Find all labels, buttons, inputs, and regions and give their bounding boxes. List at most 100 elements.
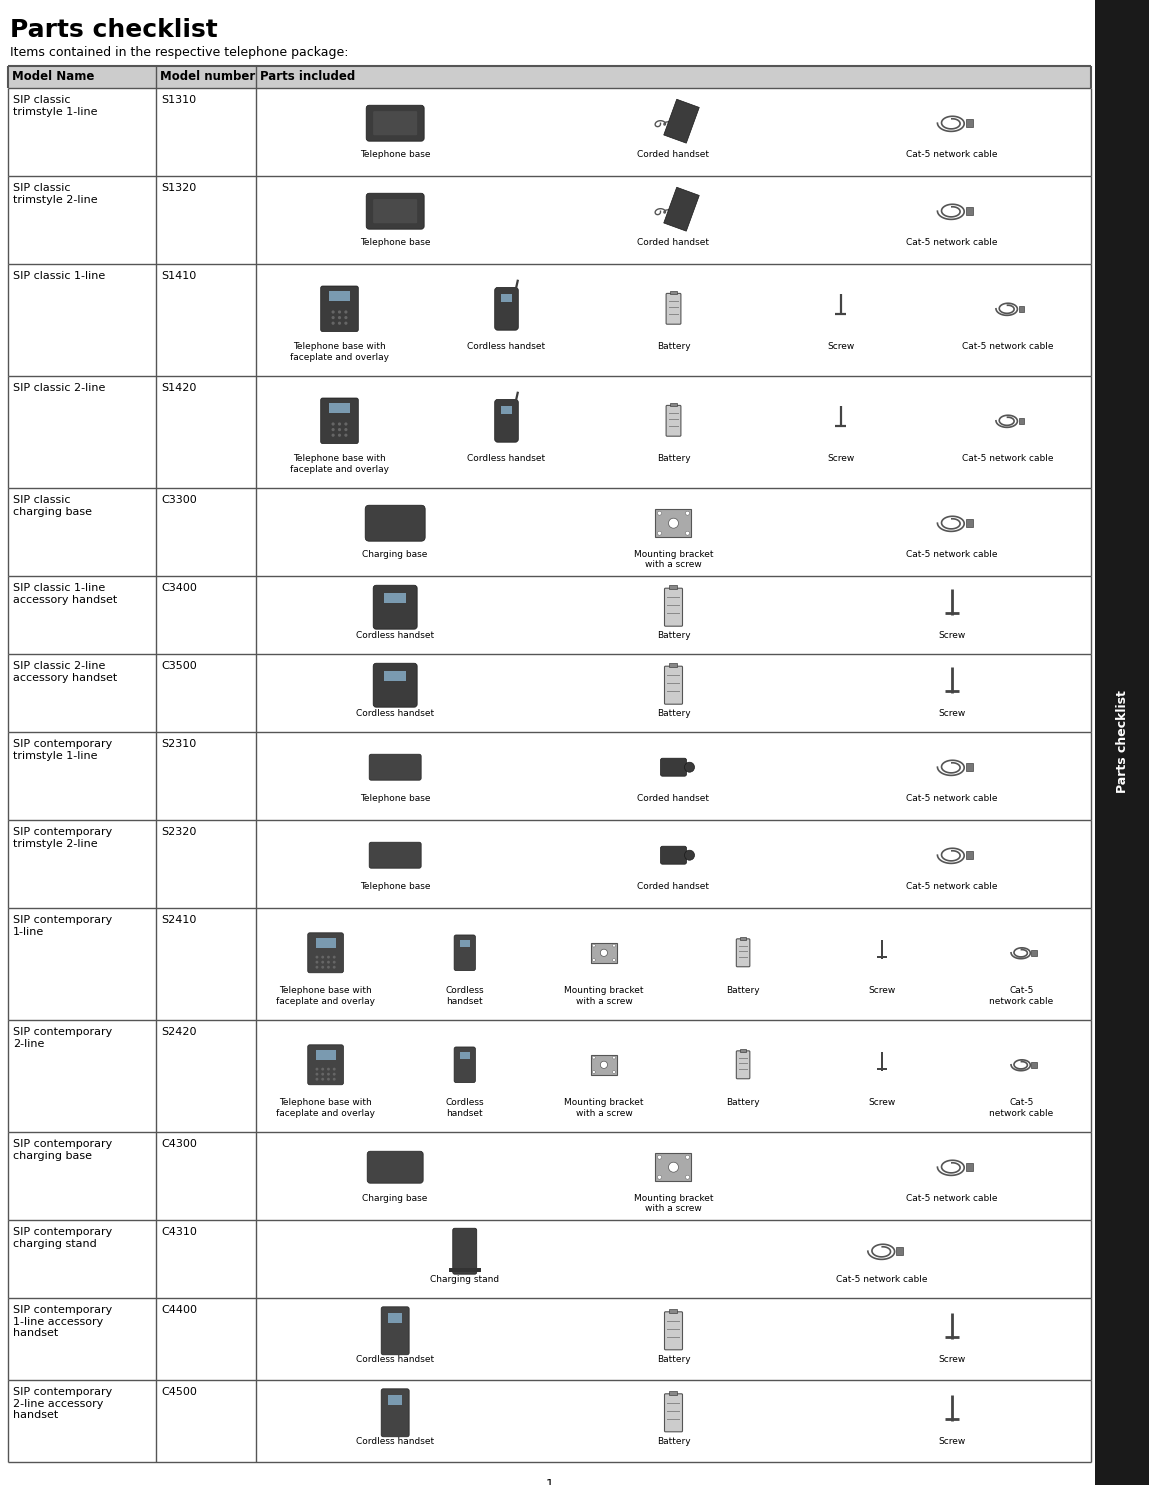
Circle shape	[322, 965, 324, 968]
FancyBboxPatch shape	[368, 1151, 423, 1184]
Circle shape	[322, 1068, 324, 1071]
FancyBboxPatch shape	[381, 1307, 409, 1354]
Text: SIP contemporary
1-line accessory
handset: SIP contemporary 1-line accessory handse…	[13, 1305, 113, 1338]
Text: Charging base: Charging base	[362, 549, 427, 558]
Text: Screw: Screw	[827, 343, 854, 352]
Text: Cat-5 network cable: Cat-5 network cable	[962, 343, 1054, 352]
Text: SIP contemporary
trimstyle 1-line: SIP contemporary trimstyle 1-line	[13, 740, 113, 760]
Circle shape	[316, 965, 318, 968]
Text: Mounting bracket
with a screw: Mounting bracket with a screw	[634, 549, 714, 569]
Text: C4310: C4310	[161, 1227, 196, 1237]
FancyBboxPatch shape	[661, 846, 686, 864]
Bar	[384, 593, 406, 603]
Polygon shape	[664, 187, 700, 232]
Bar	[8, 1221, 1092, 1298]
Circle shape	[593, 1056, 595, 1059]
Circle shape	[332, 428, 334, 431]
Bar	[316, 937, 336, 947]
Text: SIP classic 2-line: SIP classic 2-line	[13, 383, 106, 394]
Text: SIP classic
trimstyle 1-line: SIP classic trimstyle 1-line	[13, 95, 98, 117]
FancyBboxPatch shape	[369, 842, 422, 869]
Bar	[8, 576, 1092, 653]
Text: SIP contemporary
charging base: SIP contemporary charging base	[13, 1139, 113, 1161]
Text: S2420: S2420	[161, 1028, 196, 1037]
Text: Screw: Screw	[939, 631, 965, 640]
Text: Cat-5 network cable: Cat-5 network cable	[907, 238, 997, 247]
Bar	[670, 291, 677, 294]
Circle shape	[316, 1072, 318, 1075]
Text: Telephone base with
faceplate and overlay: Telephone base with faceplate and overla…	[290, 343, 390, 362]
Text: S1410: S1410	[161, 270, 196, 281]
Bar	[449, 1268, 480, 1273]
Bar	[329, 404, 350, 413]
Text: C4500: C4500	[161, 1387, 196, 1397]
Bar	[591, 1054, 617, 1075]
Circle shape	[657, 511, 662, 515]
Text: S1320: S1320	[161, 183, 196, 193]
Circle shape	[322, 956, 324, 958]
Text: Cat-5 network cable: Cat-5 network cable	[836, 1274, 928, 1283]
Circle shape	[338, 434, 341, 437]
Ellipse shape	[685, 762, 694, 772]
Text: Battery: Battery	[657, 631, 691, 640]
Circle shape	[593, 958, 595, 961]
Bar	[384, 671, 406, 682]
Circle shape	[612, 1056, 616, 1059]
FancyBboxPatch shape	[373, 199, 417, 223]
Circle shape	[345, 428, 347, 431]
Text: Screw: Screw	[869, 986, 896, 995]
FancyBboxPatch shape	[321, 398, 358, 444]
Text: Cordless handset: Cordless handset	[468, 343, 546, 352]
Bar	[591, 943, 617, 962]
FancyBboxPatch shape	[367, 193, 424, 229]
Text: Corded handset: Corded handset	[638, 238, 709, 247]
Bar	[670, 585, 678, 590]
Text: Cordless handset: Cordless handset	[356, 1437, 434, 1446]
Circle shape	[593, 1071, 595, 1074]
Bar	[460, 940, 470, 947]
Text: SIP classic
trimstyle 2-line: SIP classic trimstyle 2-line	[13, 183, 98, 205]
Circle shape	[332, 310, 334, 313]
Bar	[966, 851, 973, 860]
Text: Battery: Battery	[657, 454, 691, 463]
Circle shape	[600, 1062, 608, 1068]
FancyBboxPatch shape	[666, 405, 681, 437]
Circle shape	[345, 316, 347, 319]
Text: Model Name: Model Name	[11, 70, 94, 83]
Circle shape	[669, 518, 679, 529]
Circle shape	[338, 428, 341, 431]
Text: Cat-5 network cable: Cat-5 network cable	[962, 454, 1054, 463]
Text: Cat-5
network cable: Cat-5 network cable	[989, 986, 1054, 1005]
Ellipse shape	[685, 851, 694, 860]
Bar	[8, 376, 1092, 489]
Circle shape	[327, 1068, 330, 1071]
Text: SIP classic 2-line
accessory handset: SIP classic 2-line accessory handset	[13, 661, 117, 683]
Text: Cat-5 network cable: Cat-5 network cable	[907, 793, 997, 802]
Text: Telephone base: Telephone base	[360, 882, 431, 891]
Text: Screw: Screw	[939, 708, 965, 717]
Circle shape	[316, 961, 318, 964]
Text: Charging stand: Charging stand	[430, 1274, 500, 1283]
Text: Screw: Screw	[827, 454, 854, 463]
Text: C3300: C3300	[161, 495, 196, 505]
Text: SIP contemporary
2-line accessory
handset: SIP contemporary 2-line accessory handse…	[13, 1387, 113, 1420]
Circle shape	[333, 965, 336, 968]
Circle shape	[327, 956, 330, 958]
Bar	[8, 65, 1092, 88]
Circle shape	[322, 1078, 324, 1081]
Circle shape	[338, 322, 341, 325]
Text: Mounting bracket
with a screw: Mounting bracket with a screw	[634, 1194, 714, 1213]
Circle shape	[686, 1175, 689, 1179]
Circle shape	[612, 1071, 616, 1074]
Bar	[1095, 0, 1149, 1485]
Bar	[8, 1298, 1092, 1380]
Circle shape	[612, 958, 616, 961]
Text: 1: 1	[546, 1478, 554, 1485]
Text: Telephone base with
faceplate and overlay: Telephone base with faceplate and overla…	[276, 986, 375, 1005]
Text: Telephone base: Telephone base	[360, 238, 431, 247]
Text: Cat-5
network cable: Cat-5 network cable	[989, 1099, 1054, 1118]
FancyBboxPatch shape	[454, 1047, 476, 1083]
Bar	[966, 520, 973, 527]
Circle shape	[345, 322, 347, 325]
FancyBboxPatch shape	[308, 1045, 344, 1086]
